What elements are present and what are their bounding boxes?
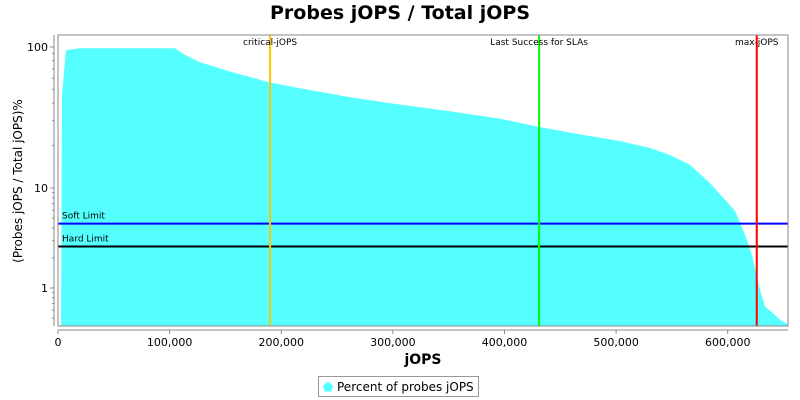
y-tick-label: 100 [27,41,48,54]
x-tick-label: 300,000 [370,336,416,349]
legend-swatch-icon [323,381,333,392]
legend-label: Percent of probes jOPS [337,379,474,394]
chart-title: Probes jOPS / Total jOPS [270,2,530,24]
x-tick-label: 100,000 [147,336,193,349]
x-tick-label: 500,000 [593,336,639,349]
hline-label: Hard Limit [62,235,109,245]
y-tick-label: 1 [41,282,48,295]
vline-label: critical-jOPS [243,38,297,48]
x-tick-label: 200,000 [258,336,304,349]
vline-label: max-jOPS [735,38,779,48]
x-tick-label: 0 [55,336,62,349]
vline-label: Last Success for SLAs [490,38,588,48]
hline-label: Soft Limit [62,212,105,222]
y-tick-label: 10 [34,182,48,195]
y-axis-label: (Probes jOPS / Total jOPS)% [11,99,25,263]
x-tick-label: 400,000 [482,336,528,349]
x-tick-label: 600,000 [705,336,751,349]
series-area [61,48,789,326]
plot-border [57,34,789,327]
legend: Percent of probes jOPS [318,376,479,397]
x-axis-label: jOPS [403,352,441,368]
